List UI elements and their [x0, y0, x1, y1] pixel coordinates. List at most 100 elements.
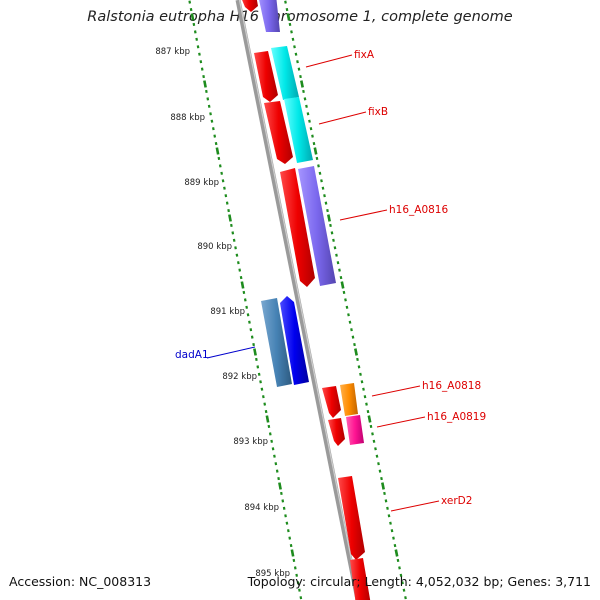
outer-scale-minor-tick	[312, 141, 316, 146]
leader-h16_A0816	[339, 209, 388, 221]
outer-scale-minor-tick	[399, 573, 403, 577]
outer-scale-minor-tick	[336, 261, 340, 265]
kbp-label-888: 888 kbp	[170, 113, 205, 123]
outer-scale-minor-tick	[380, 476, 383, 481]
label-h16_A0818[interactable]: h16_A0818	[422, 380, 481, 392]
kbp-label-894: 894 kbp	[244, 503, 279, 513]
inner-scale-minor-tick	[282, 506, 286, 510]
inner-scale-minor-tick	[277, 476, 280, 481]
label-fixA[interactable]: fixA	[354, 49, 375, 61]
gene-arrow-h16_A0819[interactable]	[346, 415, 364, 445]
inner-scale-minor-tick	[289, 543, 293, 548]
outer-scale-minor-tick	[299, 74, 302, 79]
gene-arrow-fixA[interactable]	[271, 46, 299, 100]
gene-arrow-fixB-red[interactable]	[264, 101, 293, 164]
outer-scale-minor-tick	[372, 439, 376, 443]
label-xerD2[interactable]: xerD2	[441, 495, 472, 507]
leader-fixA	[305, 54, 353, 68]
label-h16_A0816[interactable]: h16_A0816	[389, 204, 448, 216]
outer-scale-minor-tick	[318, 171, 322, 175]
gene-arrow-reverse-blue[interactable]	[280, 296, 309, 385]
inner-scale-minor-tick	[263, 402, 267, 406]
outer-scale-minor-tick	[359, 372, 362, 376]
outer-scale-minor-tick	[347, 313, 350, 317]
gene-arrow-h16_A0816[interactable]	[298, 166, 336, 286]
inner-scale-major-tick	[265, 415, 270, 423]
outer-scale-minor-tick	[345, 305, 349, 309]
inner-scale-minor-tick	[243, 298, 247, 302]
outer-scale-minor-tick	[369, 424, 373, 429]
leader-h16_A0819	[376, 416, 426, 428]
inner-scale-minor-tick	[256, 365, 260, 369]
outer-scale-minor-tick	[363, 395, 367, 399]
inner-scale-major-tick	[240, 281, 245, 289]
outer-scale-minor-tick	[402, 588, 406, 592]
outer-scale-minor-tick	[338, 268, 341, 272]
outer-scale-minor-tick	[387, 514, 391, 518]
inner-scale-minor-tick	[227, 208, 230, 213]
outer-scale-minor-tick	[317, 164, 320, 168]
outer-scale-minor-tick	[383, 491, 386, 496]
accession-text: Accession: NC_008313	[9, 574, 152, 589]
gene-arrow-h16_A0819-red[interactable]	[328, 418, 345, 446]
outer-scale-minor-tick	[375, 454, 379, 458]
outer-scale-minor-tick	[309, 127, 313, 131]
outer-scale-major-tick	[381, 482, 385, 490]
leader-xerD2	[390, 500, 440, 512]
gene-arrow-xerD2[interactable]	[338, 476, 365, 560]
inner-scale-minor-tick	[223, 186, 226, 190]
inner-scale-minor-tick	[193, 30, 197, 34]
gene-arrow-bottom-red[interactable]	[350, 558, 371, 600]
outer-scale-minor-tick	[333, 246, 337, 250]
inner-scale-minor-tick	[196, 45, 200, 49]
gene-arrow-h16_A0816-red[interactable]	[280, 168, 315, 287]
outer-scale-major-tick	[340, 281, 345, 289]
inner-scale-minor-tick	[255, 357, 258, 362]
inner-scale-minor-tick	[288, 536, 292, 540]
gene-arrow-top-purple[interactable]	[258, 0, 280, 32]
inner-scale-minor-tick	[293, 566, 297, 570]
inner-scale-minor-tick	[218, 164, 222, 168]
outer-scale-minor-tick	[365, 402, 368, 406]
gene-arrow-h16_A0818[interactable]	[340, 383, 358, 416]
outer-scale-minor-tick	[284, 0, 287, 4]
outer-scale-minor-tick	[389, 521, 392, 525]
inner-scale-minor-tick	[213, 134, 217, 138]
outer-scale-minor-tick	[323, 194, 326, 198]
inner-scale-major-tick	[290, 549, 295, 557]
outer-scale-minor-tick	[291, 37, 295, 41]
kbp-label-892: 892 kbp	[222, 372, 257, 382]
gene-arrow-fixB[interactable]	[284, 97, 313, 163]
inner-scale-minor-tick	[292, 558, 296, 563]
inner-scale-minor-tick	[205, 89, 208, 94]
inner-scale-minor-tick	[238, 268, 242, 272]
inner-scale-minor-tick	[239, 275, 243, 280]
gene-arrow-top-red[interactable]	[240, 0, 258, 12]
outer-scale-minor-tick	[357, 365, 361, 369]
gene-arrow-h16_A0818-red[interactable]	[322, 386, 341, 418]
outer-scale-minor-tick	[330, 231, 334, 235]
map-title: Ralstonia eutropha H16 chromosome 1, com…	[87, 9, 513, 25]
inner-scale-major-tick	[190, 13, 195, 21]
outer-scale-minor-tick	[329, 223, 332, 228]
outer-scale-minor-tick	[293, 45, 296, 49]
gene-arrow-dadA1[interactable]	[261, 298, 292, 387]
label-h16_A0819[interactable]: h16_A0819	[427, 411, 486, 423]
inner-scale-minor-tick	[257, 372, 261, 376]
outer-scale-minor-tick	[294, 52, 298, 56]
inner-scale-ticks	[188, 0, 303, 600]
inner-scale-minor-tick	[189, 7, 193, 12]
inner-scale-minor-tick	[231, 231, 235, 235]
outer-scale-minor-tick	[404, 596, 407, 600]
outer-scale-minor-tick	[308, 119, 311, 123]
gene-arrow-fixA-red[interactable]	[254, 51, 278, 102]
inner-scale-minor-tick	[280, 491, 283, 496]
label-dadA1[interactable]: dadA1	[175, 349, 209, 361]
outer-scale-major-tick	[313, 147, 318, 155]
outer-scale-major-tick	[367, 415, 372, 423]
outer-scale-major-tick	[300, 80, 304, 88]
outer-scale-minor-tick	[353, 342, 356, 347]
inner-scale-minor-tick	[234, 246, 237, 250]
label-fixB[interactable]: fixB	[368, 106, 388, 118]
